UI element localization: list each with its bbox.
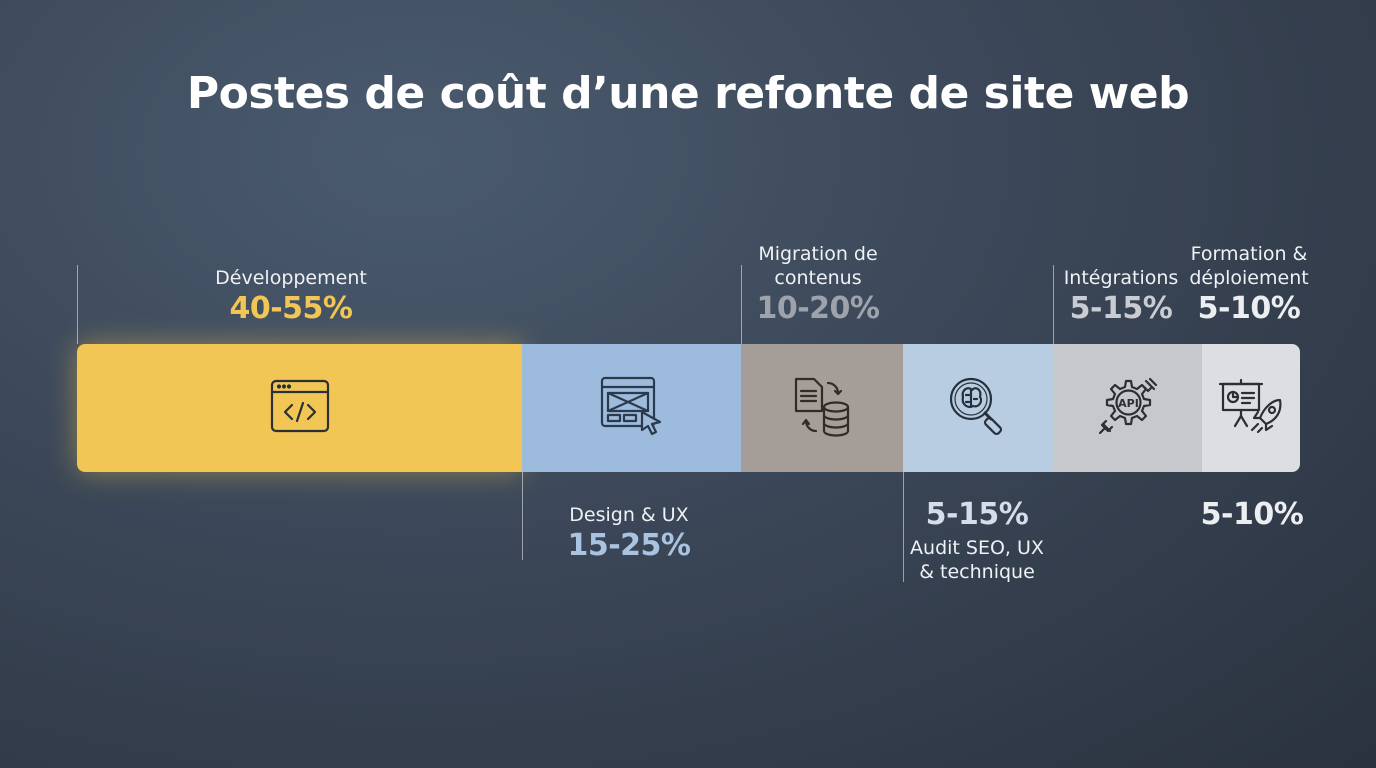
leader-line [741,265,742,344]
segment-percentage: 10-20% [756,291,880,326]
wireframe-cursor-icon [600,376,664,440]
segment-percentage: 15-25% [567,528,691,563]
document-database-icon [792,375,852,441]
extra-percentage: 5-10% [1200,497,1304,532]
segment-percentage: 5-15% [1069,291,1173,326]
extra-percentage-label: 5-10% [1142,496,1362,534]
leader-line [903,472,904,582]
segment-label: Design & UX 15-25% [519,501,739,565]
segment-label: Migration de contenus 10-20% [708,242,928,328]
segment-percentage: 5-15% [925,497,1029,532]
bar-segment [1202,344,1300,472]
segment-name: Intégrations [1063,267,1179,289]
segment-label: Formation & déploiement 5-10% [1139,242,1359,328]
bar-segment [77,344,522,472]
code-window-icon [270,379,330,437]
segment-label: Intégrations 5-15% [1011,266,1231,328]
segment-label: 5-15% Audit SEO, UX & technique [867,496,1087,584]
segment-label: Développement 40-55% [181,266,401,328]
presentation-rocket-icon [1218,378,1284,438]
api-gear-icon: API [1096,375,1160,441]
bar-segment: API [1053,344,1202,472]
bar-segment [741,344,903,472]
segment-percentage: 40-55% [229,291,353,326]
leader-line [522,472,523,560]
bar-segment [522,344,741,472]
magnifier-brain-icon [947,375,1009,441]
bar-segment [903,344,1053,472]
svg-text:API: API [1118,397,1139,410]
segment-name: Migration de contenus [758,243,878,289]
leader-line [77,265,78,344]
segment-name: Audit SEO, UX & technique [910,537,1044,583]
segment-name: Design & UX [569,504,689,526]
segment-name: Formation & déploiement [1189,243,1309,289]
segment-percentage: 5-10% [1197,291,1301,326]
leader-line [1053,265,1054,344]
segment-name: Développement [215,267,367,289]
chart-title: Postes de coût d’une refonte de site web [186,68,1190,119]
